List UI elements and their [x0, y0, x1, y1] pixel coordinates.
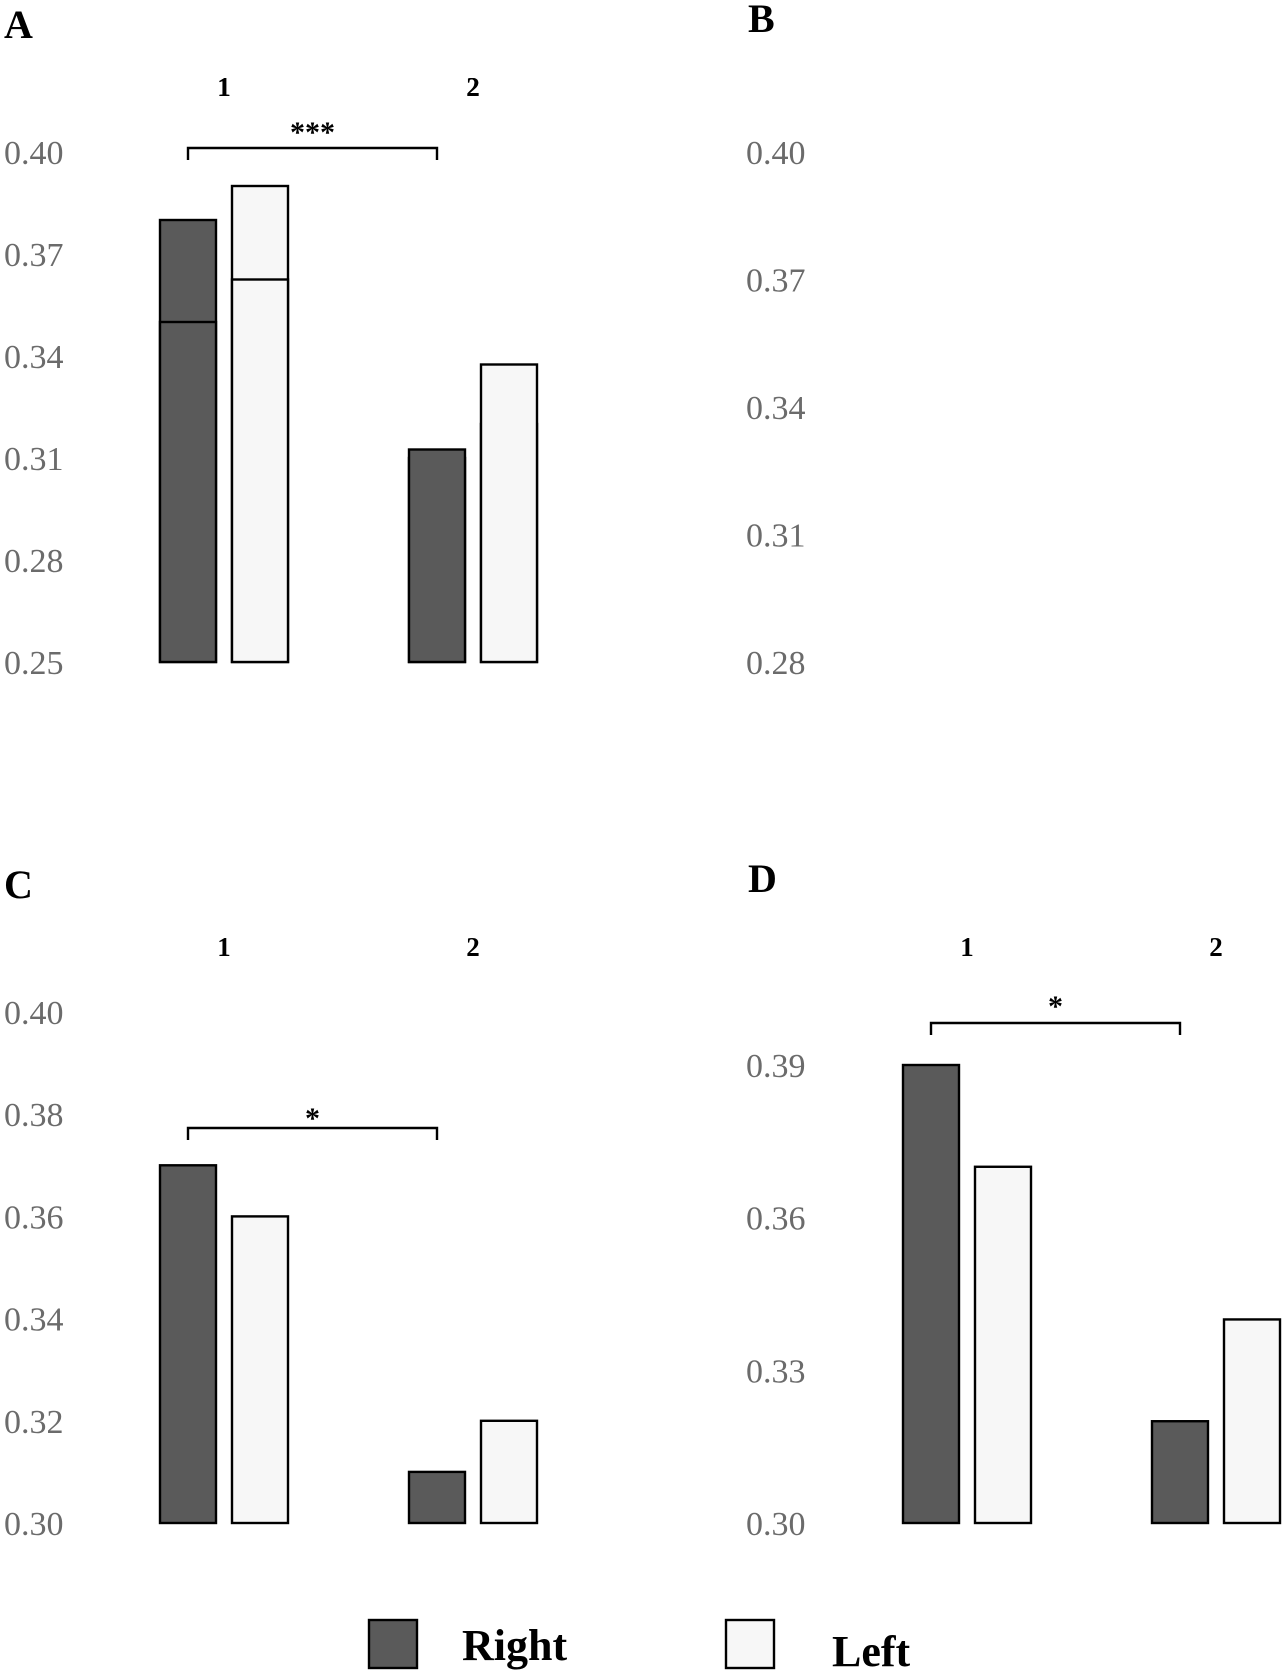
panel-letter: A	[4, 2, 33, 47]
significance-bracket	[186, 146, 439, 160]
y-tick-label: 0.34	[4, 1302, 64, 1339]
panel-b: B 0.28 0.31 0.34 0.37 0.40 1 2	[158, 0, 806, 682]
significance-label: *	[305, 1102, 320, 1135]
y-tick-label: 0.36	[4, 1199, 64, 1236]
y-tick-label: 0.25	[4, 645, 64, 682]
y-tick-label: 0.38	[4, 1097, 64, 1134]
bar-left-2	[479, 1419, 539, 1525]
bar-right-2	[1150, 1420, 1210, 1525]
significance-label: *	[1048, 990, 1063, 1023]
y-tick-label: 0.28	[4, 543, 64, 580]
y-tick-label: 0.39	[746, 1048, 806, 1085]
bar-right-2	[407, 448, 467, 664]
y-tick-label: 0.34	[746, 390, 806, 427]
category-label: 2	[466, 72, 480, 102]
significance-bracket	[929, 1021, 1182, 1035]
panel-letter: D	[748, 856, 777, 901]
bar-left-1	[230, 278, 290, 664]
significance-label: ***	[290, 116, 335, 149]
category-label: 1	[960, 932, 974, 962]
category-label: 2	[1209, 932, 1223, 962]
y-tick-label: 0.31	[746, 518, 806, 555]
category-label: 1	[217, 932, 231, 962]
panel-letter: C	[4, 862, 33, 907]
bar-right-1	[158, 320, 218, 664]
bar-left-1	[973, 1165, 1033, 1525]
legend-label-left: Left	[832, 1627, 911, 1676]
y-tick-label: 0.30	[746, 1506, 806, 1543]
y-tick-label: 0.33	[746, 1353, 806, 1390]
legend-label-right: Right	[462, 1621, 567, 1670]
category-label: 2	[466, 932, 480, 962]
significance-bracket	[186, 1126, 439, 1140]
panel-c: C 0.30 0.32 0.34 0.36 0.38 0.40 1 2 *	[4, 862, 539, 1543]
panel-d: D 0.30 0.33 0.36 0.39 1 2 *	[746, 856, 1282, 1543]
panel-letter: B	[748, 0, 775, 41]
y-tick-label: 0.36	[746, 1201, 806, 1238]
y-tick-label: 0.40	[4, 135, 64, 172]
category-label: 1	[217, 72, 231, 102]
y-tick-label: 0.32	[4, 1404, 64, 1441]
bar-right-1	[158, 1164, 218, 1525]
bar-left-2	[1222, 1318, 1282, 1525]
category-label: 2	[466, 72, 480, 102]
legend-swatch-left	[724, 1618, 776, 1670]
y-tick-label: 0.40	[746, 135, 806, 172]
y-tick-label: 0.30	[4, 1506, 64, 1543]
category-label: 1	[217, 72, 231, 102]
y-tick-label: 0.37	[4, 237, 64, 274]
bar-right-2	[407, 1470, 467, 1525]
y-tick-label: 0.34	[4, 339, 64, 376]
legend: Right Left	[367, 1618, 911, 1676]
y-tick-label: 0.37	[746, 263, 806, 300]
y-tick-label: 0.28	[746, 645, 806, 682]
y-tick-label: 0.40	[4, 995, 64, 1032]
legend-swatch-right	[367, 1618, 419, 1670]
bar-left-2	[479, 363, 539, 664]
y-tick-label: 0.31	[4, 441, 64, 478]
bar-right-1	[901, 1063, 961, 1525]
bar-left-1	[230, 1215, 290, 1525]
